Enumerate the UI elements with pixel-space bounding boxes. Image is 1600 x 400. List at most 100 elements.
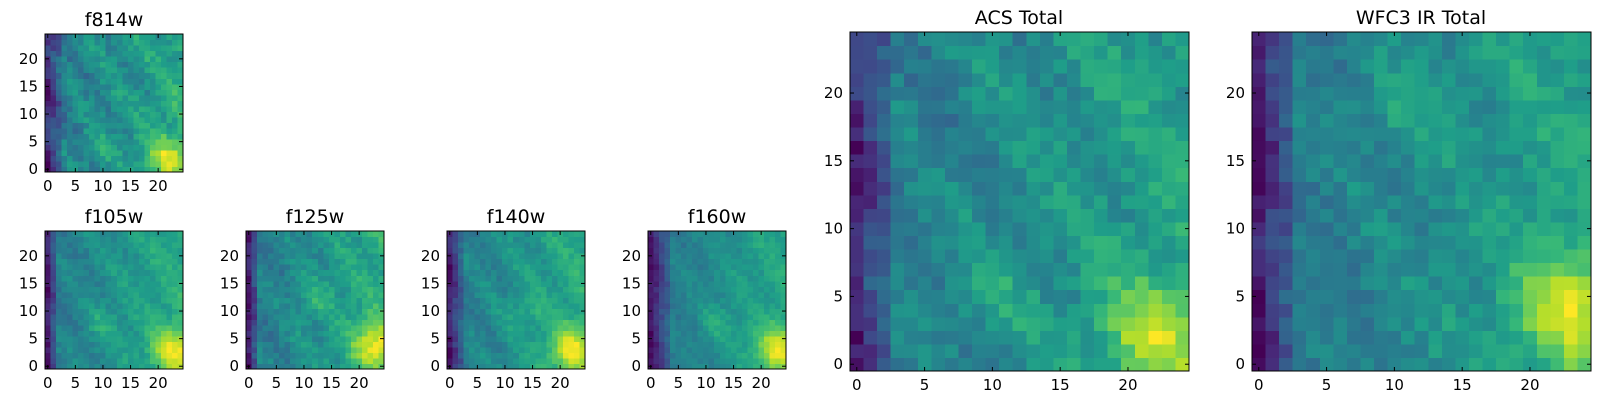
heatmap-cell — [251, 324, 258, 331]
heatmap-cell — [1455, 343, 1470, 359]
heatmap-cell — [251, 242, 258, 249]
heatmap-cell — [741, 286, 748, 293]
heatmap-cell — [890, 72, 905, 87]
heatmap-cell — [741, 319, 748, 326]
heatmap-cell — [45, 160, 52, 168]
heatmap-cell — [144, 302, 151, 309]
heatmap-cell — [83, 50, 90, 57]
heatmap-cell — [535, 286, 542, 293]
heatmap-cell — [557, 302, 564, 309]
heatmap-cell — [50, 144, 57, 151]
heatmap-cell — [94, 56, 101, 63]
heatmap-cell — [958, 208, 973, 223]
heatmap-cell — [1346, 357, 1362, 372]
heatmap-cell — [1080, 208, 1095, 223]
heatmap-cell — [127, 116, 134, 123]
heatmap-cell — [518, 341, 525, 348]
heatmap-cell — [529, 253, 536, 260]
heatmap-cell — [100, 319, 107, 326]
heatmap-cell — [730, 297, 737, 304]
heatmap-cell — [89, 253, 96, 260]
heatmap-cell — [361, 264, 369, 271]
heatmap-cell — [524, 308, 531, 315]
heatmap-cell — [1080, 194, 1095, 209]
heatmap-cell — [133, 133, 140, 140]
heatmap-cell — [507, 346, 514, 354]
heatmap-cell — [877, 235, 892, 250]
heatmap-cell — [708, 286, 715, 293]
heatmap-cell — [758, 352, 765, 359]
heatmap-cell — [155, 247, 162, 254]
heatmap-cell — [1346, 235, 1362, 250]
heatmap-cell — [769, 242, 776, 249]
heatmap-cell — [1306, 140, 1321, 155]
heatmap-cell — [1026, 194, 1041, 209]
heatmap-cell — [111, 105, 118, 112]
heatmap-cell — [56, 264, 63, 271]
heatmap-cell — [111, 302, 118, 309]
heatmap-cell — [958, 140, 973, 155]
heatmap-cell — [681, 280, 688, 287]
heatmap-cell — [83, 231, 90, 238]
heatmap-cell — [1066, 126, 1082, 142]
heatmap-cell — [972, 45, 987, 60]
heatmap-cell — [177, 357, 184, 365]
heatmap-cell — [1428, 181, 1443, 196]
heatmap-cell — [334, 352, 341, 359]
heatmap-cell — [105, 166, 112, 173]
heatmap-cell — [50, 133, 57, 140]
heatmap-cell — [1428, 208, 1443, 223]
heatmap-cell — [138, 357, 145, 365]
heatmap-cell — [485, 352, 492, 359]
heatmap-cell — [100, 122, 107, 129]
heatmap-cell — [551, 253, 558, 260]
heatmap-cell — [290, 313, 297, 320]
heatmap-cell — [496, 352, 503, 359]
axes-frame — [446, 230, 586, 370]
heatmap-cell — [972, 113, 987, 128]
heatmap-cell — [127, 94, 134, 101]
heatmap-cell — [116, 352, 123, 359]
heatmap-cell — [474, 275, 481, 282]
heatmap-cell — [171, 78, 179, 85]
heatmap-cell — [579, 286, 586, 293]
heatmap-cell — [1080, 330, 1095, 345]
heatmap-cell — [529, 291, 536, 298]
heatmap-cell — [758, 258, 765, 265]
heatmap-cell — [246, 286, 253, 293]
heatmap-cell — [1319, 316, 1334, 331]
heatmap-cell — [452, 324, 459, 331]
heatmap-cell — [1039, 289, 1054, 304]
heatmap-cell — [160, 297, 168, 304]
heatmap-cell — [917, 72, 932, 87]
heatmap-cell — [149, 67, 156, 74]
heatmap-cell — [452, 236, 459, 243]
heatmap-cell — [890, 59, 905, 74]
heatmap-cell — [94, 149, 101, 157]
heatmap-cell — [904, 235, 919, 250]
heatmap-cell — [149, 236, 156, 243]
heatmap-cell — [378, 352, 385, 359]
heatmap-cell — [502, 269, 509, 276]
heatmap-cell — [524, 341, 531, 348]
heatmap-cell — [160, 357, 168, 365]
heatmap-cell — [972, 289, 987, 304]
heatmap-cell — [480, 286, 487, 293]
heatmap-cell — [72, 61, 79, 68]
heatmap-cell — [378, 297, 385, 304]
heatmap-cell — [171, 319, 179, 326]
heatmap-cell — [1319, 167, 1334, 182]
heatmap-cell — [496, 302, 503, 309]
heatmap-cell — [917, 99, 932, 114]
heatmap-cell — [1066, 262, 1082, 277]
heatmap-cell — [171, 324, 179, 331]
heatmap-cell — [83, 269, 90, 276]
heatmap-cell — [94, 242, 101, 249]
heatmap-cell — [452, 286, 459, 293]
heatmap-cell — [725, 335, 732, 342]
panel-title: WFC3 IR Total — [1356, 7, 1486, 29]
heatmap-cell — [350, 330, 357, 337]
heatmap-cell — [177, 242, 184, 249]
heatmap-cell — [295, 335, 302, 342]
heatmap-cell — [529, 324, 536, 331]
